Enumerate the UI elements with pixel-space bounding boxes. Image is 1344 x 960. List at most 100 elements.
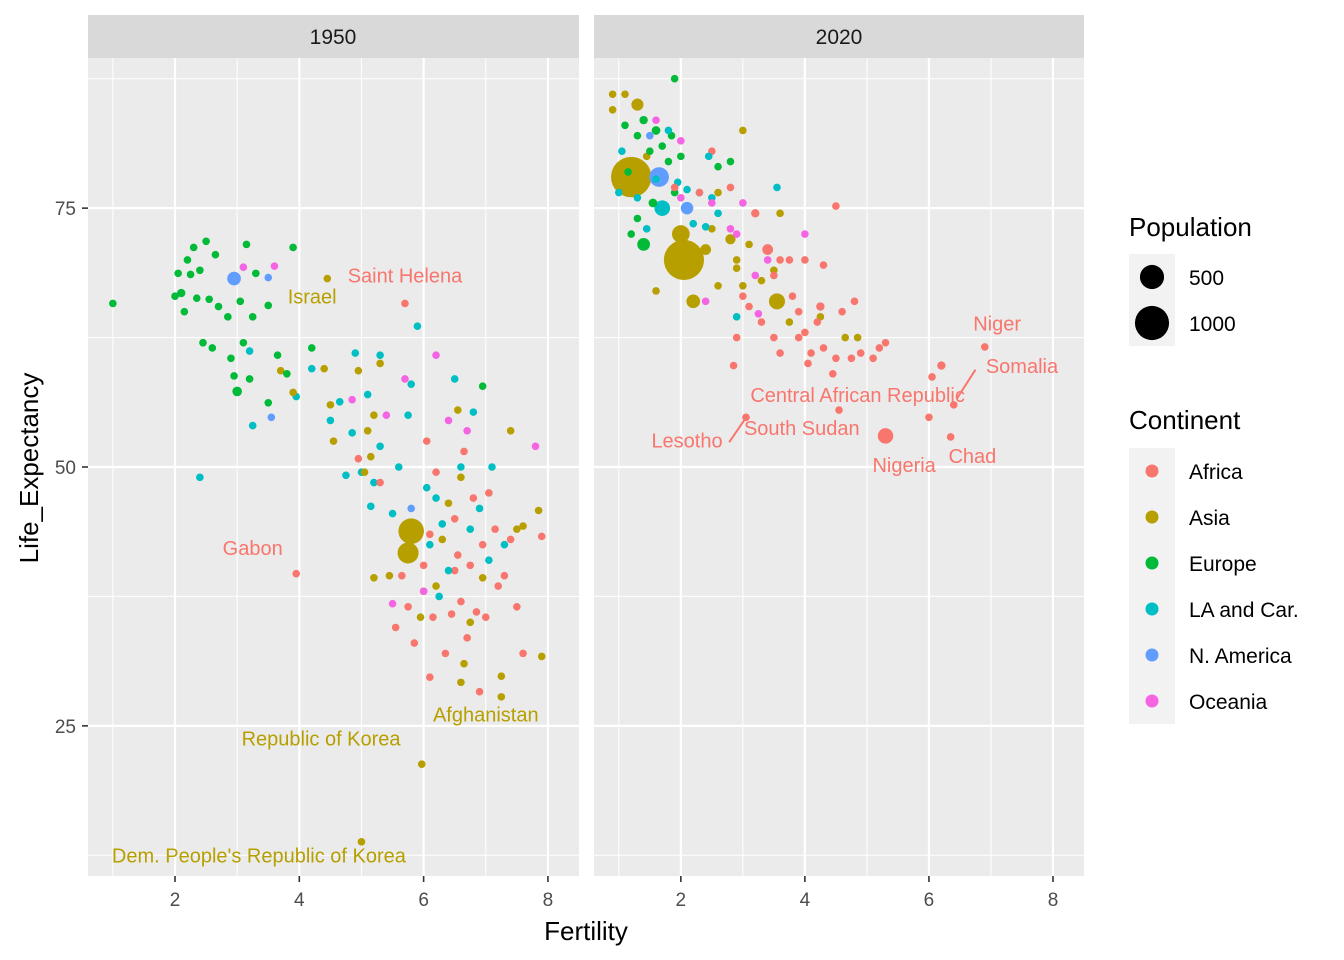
data-point	[478, 573, 487, 582]
data-point	[472, 608, 481, 616]
data-point	[946, 433, 955, 441]
data-point	[664, 157, 673, 166]
data-point	[708, 225, 716, 233]
data-point	[768, 293, 785, 310]
data-point	[463, 426, 471, 435]
data-point	[376, 442, 384, 451]
data-point	[701, 297, 710, 306]
size-legend-label: 500	[1189, 267, 1224, 290]
data-point	[363, 390, 372, 399]
y-tick-label: 50	[55, 458, 76, 479]
data-point	[869, 354, 877, 363]
data-point	[695, 188, 704, 197]
data-point	[376, 478, 384, 487]
data-point	[202, 237, 210, 246]
data-point	[832, 354, 840, 363]
data-point	[466, 618, 475, 627]
data-point	[289, 388, 297, 397]
facet-strip	[88, 15, 579, 58]
data-point	[422, 437, 431, 445]
color-legend-key	[1145, 602, 1159, 616]
data-point	[670, 183, 679, 192]
data-point	[264, 273, 273, 282]
data-point	[417, 760, 426, 768]
data-point	[444, 499, 453, 508]
data-point	[239, 338, 248, 347]
color-legend-key-background	[1129, 448, 1175, 724]
data-point	[438, 535, 447, 544]
data-point	[388, 509, 397, 518]
data-point	[224, 313, 232, 321]
data-point	[432, 351, 440, 359]
data-point	[726, 157, 735, 166]
point-label: South Sudan	[744, 418, 860, 440]
data-point	[180, 307, 189, 316]
data-point	[466, 525, 475, 533]
data-point	[732, 333, 741, 342]
data-point	[739, 126, 747, 135]
data-point	[949, 401, 958, 409]
data-point	[686, 294, 701, 309]
data-point	[413, 322, 422, 330]
data-point	[289, 243, 297, 252]
size-legend-title: Population	[1129, 212, 1252, 242]
data-point	[816, 302, 825, 311]
data-point	[429, 613, 437, 621]
data-point	[689, 219, 698, 228]
data-point	[757, 318, 766, 326]
data-point	[426, 673, 434, 681]
data-point	[407, 380, 415, 388]
data-point	[457, 473, 465, 482]
point-label: Chad	[948, 446, 996, 468]
color-legend-label: Africa	[1189, 461, 1243, 484]
x-tick-label: 2	[676, 890, 687, 911]
data-point	[714, 162, 722, 171]
data-point	[382, 411, 391, 420]
data-point	[856, 349, 865, 357]
data-point	[739, 199, 747, 207]
data-point	[326, 401, 335, 409]
data-point	[307, 364, 316, 373]
data-point	[376, 351, 384, 359]
data-points	[608, 74, 989, 444]
data-point	[276, 366, 285, 375]
data-point	[701, 222, 710, 231]
facet-panel-2020: 2020 Niger Somalia Central African Republi…	[594, 15, 1084, 876]
data-point	[813, 318, 822, 326]
data-point	[450, 514, 459, 523]
data-point	[663, 239, 704, 280]
data-point	[732, 313, 741, 321]
size-legend: Population 500 1000	[1129, 212, 1252, 346]
data-point	[183, 256, 192, 264]
data-point	[648, 198, 658, 208]
y-tick-label: 75	[55, 199, 76, 220]
data-point	[611, 156, 652, 198]
data-point	[245, 347, 254, 355]
data-point	[642, 225, 651, 233]
data-point	[671, 225, 690, 243]
color-legend: Continent Africa Asia Europe LA and Car. N. …	[1129, 405, 1299, 724]
data-point	[624, 168, 632, 176]
data-point	[801, 256, 809, 264]
gridlines	[88, 58, 579, 876]
data-point	[342, 471, 350, 480]
data-point	[320, 364, 328, 373]
data-point	[242, 240, 251, 249]
gridlines	[594, 58, 1084, 876]
data-point	[329, 437, 338, 445]
point-label: Saint Helena	[348, 266, 463, 288]
data-point	[177, 288, 186, 298]
data-point	[497, 693, 506, 701]
x-tick-label: 2	[170, 890, 181, 911]
data-point	[491, 525, 499, 533]
data-point	[531, 442, 540, 451]
label-leader-line	[956, 369, 977, 400]
data-point	[385, 571, 394, 580]
color-legend-key	[1145, 510, 1159, 524]
color-legend-label: LA and Car.	[1189, 599, 1299, 622]
data-point	[264, 399, 273, 407]
data-point	[366, 502, 375, 511]
color-legend-label: Europe	[1189, 553, 1257, 576]
data-point	[725, 234, 736, 245]
data-point	[881, 338, 890, 347]
